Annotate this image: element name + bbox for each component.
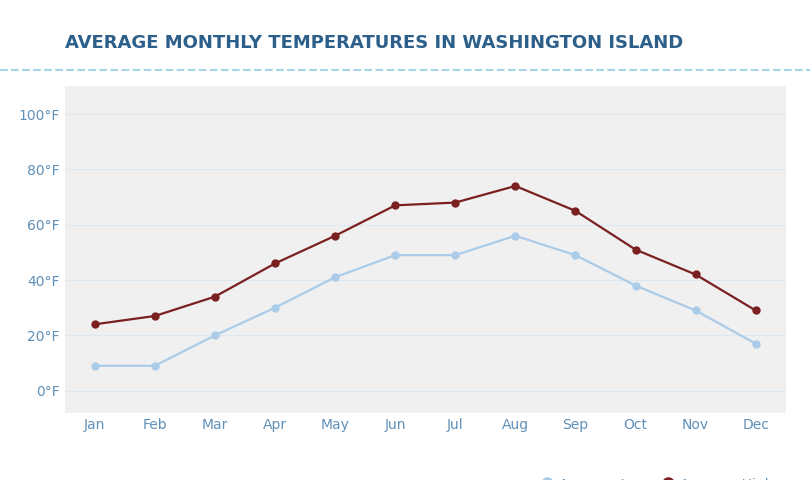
Legend: Average Low, Average High: Average Low, Average High — [538, 472, 778, 480]
Text: AVERAGE MONTHLY TEMPERATURES IN WASHINGTON ISLAND: AVERAGE MONTHLY TEMPERATURES IN WASHINGT… — [65, 34, 683, 51]
